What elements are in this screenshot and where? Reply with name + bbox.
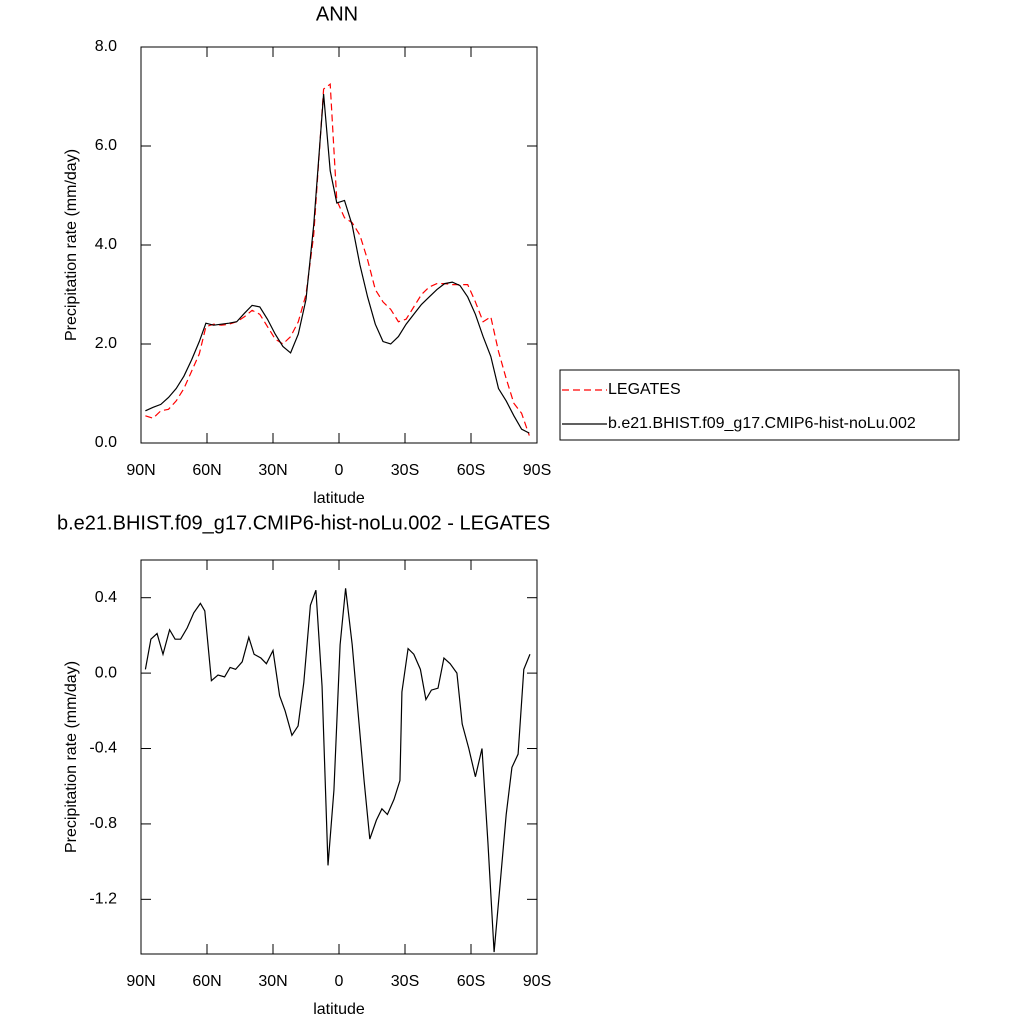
y-tick-label: 0.4 [95,589,117,606]
legend-box [559,369,960,441]
x-tick-label: 90N [126,973,155,990]
y-tick-label: 4.0 [95,236,117,253]
x-tick-label: 30N [258,973,287,990]
x-axis-label: latitude [313,1001,365,1018]
x-tick-label: 30S [391,973,419,990]
chart-title: ANN [316,3,358,25]
y-tick-label: -0.4 [89,740,117,757]
x-tick-label: 90S [523,462,551,479]
data-line [145,82,530,436]
x-tick-label: 0 [335,973,344,990]
plot-frame [140,46,538,444]
y-tick-label: 8.0 [95,38,117,55]
y-axis-label: Precipitation rate (mm/day) [63,661,80,853]
x-tick-label: 60S [457,973,485,990]
x-axis-label: latitude [313,490,365,507]
x-tick-label: 90N [126,462,155,479]
y-tick-label: -0.8 [89,815,117,832]
chart-title: b.e21.BHIST.f09_g17.CMIP6-hist-noLu.002 … [57,512,550,534]
x-tick-label: 90S [523,973,551,990]
x-tick-label: 30N [258,462,287,479]
y-tick-label: 6.0 [95,137,117,154]
plot-frame [140,559,538,955]
y-tick-label: -1.2 [89,891,117,908]
y-tick-label: 2.0 [95,335,117,352]
y-tick-label: 0.0 [95,664,117,681]
data-line [145,93,530,434]
x-tick-label: 60N [192,973,221,990]
y-axis-label: Precipitation rate (mm/day) [63,149,80,341]
x-tick-label: 0 [335,462,344,479]
data-line [144,588,531,953]
legend-label: b.e21.BHIST.f09_g17.CMIP6-hist-noLu.002 [608,415,916,432]
y-tick-label: 0.0 [95,434,117,451]
legend-label: LEGATES [608,381,681,398]
x-tick-label: 30S [391,462,419,479]
x-tick-label: 60N [192,462,221,479]
x-tick-label: 60S [457,462,485,479]
